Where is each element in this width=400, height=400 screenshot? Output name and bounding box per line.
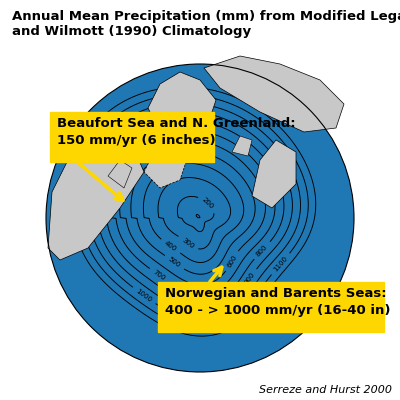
FancyBboxPatch shape xyxy=(158,282,384,332)
Circle shape xyxy=(46,64,354,372)
Text: Annual Mean Precipitation (mm) from Modified Legates
and Wilmott (1990) Climatol: Annual Mean Precipitation (mm) from Modi… xyxy=(12,10,400,38)
Text: 1200: 1200 xyxy=(258,285,274,302)
Polygon shape xyxy=(252,140,296,208)
Text: 700: 700 xyxy=(152,269,166,282)
Polygon shape xyxy=(48,132,144,260)
Text: 200: 200 xyxy=(201,196,215,210)
Text: 500: 500 xyxy=(167,256,182,269)
Text: Beaufort Sea and N. Greenland:
150 mm/yr (6 inches): Beaufort Sea and N. Greenland: 150 mm/yr… xyxy=(57,117,296,147)
Polygon shape xyxy=(148,72,216,136)
Polygon shape xyxy=(144,140,188,188)
Polygon shape xyxy=(204,56,344,132)
Text: Serreze and Hurst 2000: Serreze and Hurst 2000 xyxy=(259,385,392,395)
Circle shape xyxy=(46,64,354,372)
Text: 300: 300 xyxy=(181,237,195,250)
Text: 1100: 1100 xyxy=(272,255,289,273)
Polygon shape xyxy=(232,136,252,156)
Text: 600: 600 xyxy=(226,254,238,268)
Polygon shape xyxy=(108,160,132,188)
Text: 1000: 1000 xyxy=(135,288,153,303)
Text: 900: 900 xyxy=(244,271,256,286)
Text: 400: 400 xyxy=(164,240,178,252)
Text: Norwegian and Barents Seas:
400 - > 1000 mm/yr (16-40 in): Norwegian and Barents Seas: 400 - > 1000… xyxy=(165,287,390,317)
FancyBboxPatch shape xyxy=(50,112,214,162)
Text: 800: 800 xyxy=(255,244,269,257)
